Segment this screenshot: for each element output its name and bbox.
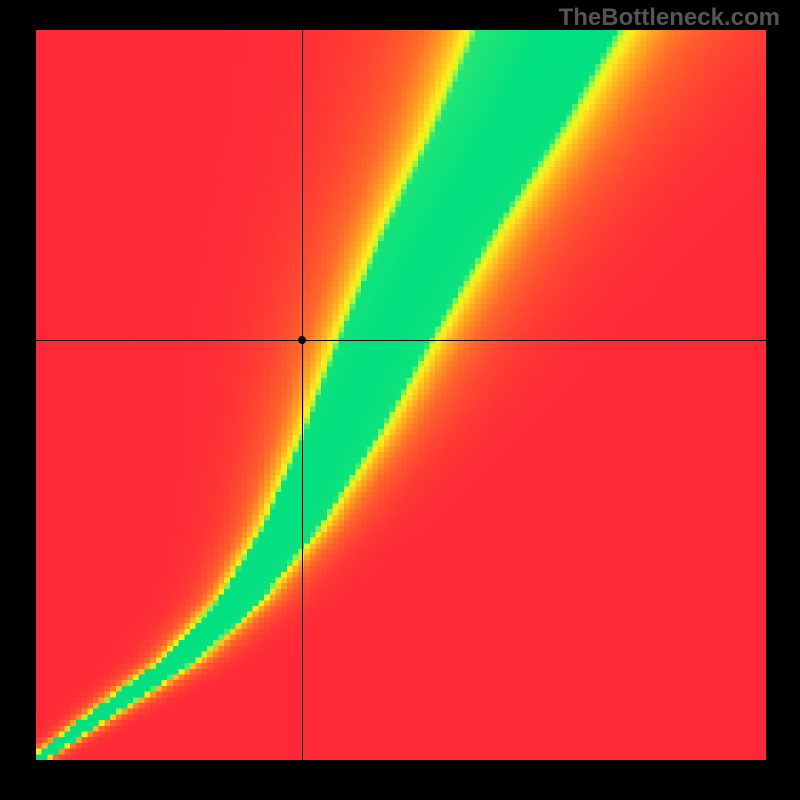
- crosshair-vertical: [302, 30, 303, 760]
- crosshair-horizontal: [36, 340, 766, 341]
- plot-area: [36, 30, 766, 760]
- watermark-text: TheBottleneck.com: [559, 4, 780, 32]
- crosshair-marker: [298, 336, 306, 344]
- heatmap-canvas: [36, 30, 766, 760]
